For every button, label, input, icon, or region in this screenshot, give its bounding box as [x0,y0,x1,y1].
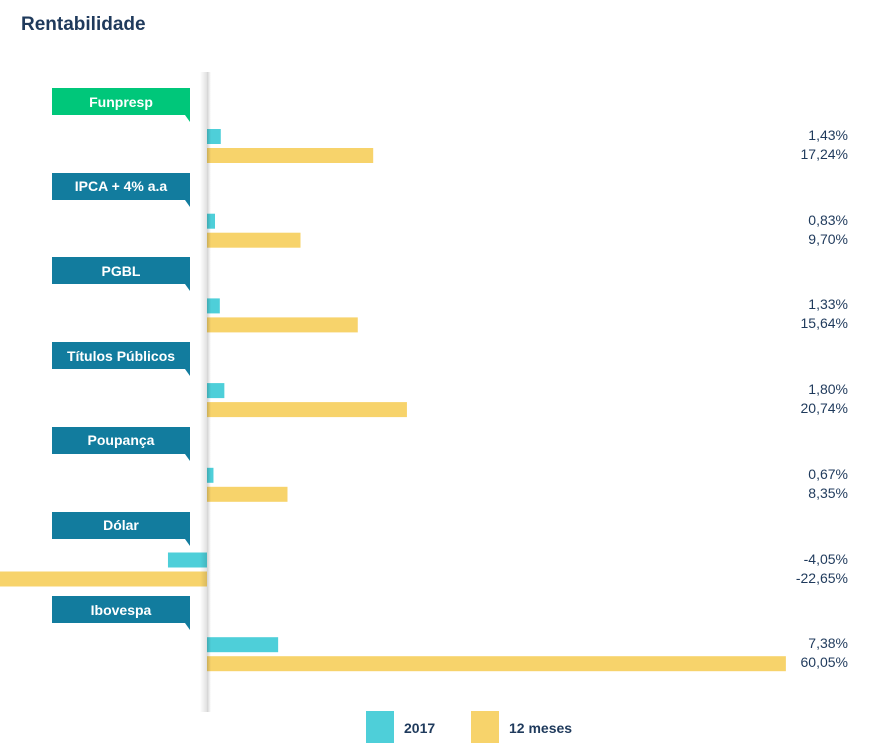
bar-funpresp-2017 [207,129,221,144]
bar-dolar-2017 [167,552,207,568]
page-title: Rentabilidade [21,14,146,35]
category-tag-tail-poupanca [185,453,190,461]
category-tag-tail-ibovespa [185,623,190,631]
category-tag-tail-funpresp [185,115,190,122]
category-tag-poupanca: Poupança [52,426,190,454]
legend-label-12-meses: 12 meses [509,720,573,736]
value-label-ipca-4-a-a-2017: 0,83% [808,211,848,228]
category-tag-tail-titulos-publicos [185,369,190,377]
category-tag-tail-ipca-4-a-a [185,199,190,207]
bar-poupanca-2017 [207,467,214,483]
category-tag-tail-pgbl [185,284,190,292]
category-tag-tail-dolar [185,538,190,546]
category-tag-ibovespa: Ibovespa [52,596,190,624]
legend-label-2017: 2017 [404,720,436,736]
bar-ipca-4-a-a-2017 [207,213,216,229]
value-label-pgbl-12-meses: 15,64% [800,315,848,332]
axis-shadow-left [200,72,207,712]
legend: 2017 12 meses [0,711,879,743]
value-label-ibovespa-2017: 7,38% [808,635,848,652]
category-tag-ipca-4-a-a: IPCA + 4% a.a [52,172,190,200]
category-tag-dolar: Dólar [52,511,190,539]
bar-pgbl-2017 [207,298,220,314]
bar-dolar-12-meses [0,571,207,587]
value-label-pgbl-2017: 1,33% [808,296,848,313]
category-tag-pgbl: PGBL [52,257,190,285]
value-label-dolar-2017: -4,05% [803,550,848,567]
bar-funpresp-12-meses [207,148,374,163]
value-label-ipca-4-a-a-12-meses: 9,70% [808,230,848,247]
bar-ibovespa-2017 [207,637,279,653]
value-label-poupanca-12-meses: 8,35% [808,484,848,501]
legend-swatch-2017 [366,711,394,743]
category-tag-titulos-publicos: Títulos Públicos [52,342,190,370]
bar-ibovespa-12-meses [207,656,786,672]
value-label-ibovespa-12-meses: 60,05% [800,654,848,671]
axis-line [207,72,211,712]
bar-pgbl-12-meses [207,317,358,333]
value-label-dolar-12-meses: -22,65% [795,569,848,586]
value-label-titulos-publicos-12-meses: 20,74% [800,400,848,417]
bar-titulos-publicos-12-meses [207,402,407,418]
bar-poupanca-12-meses [207,486,288,502]
bar-ipca-4-a-a-12-meses [207,232,301,248]
legend-swatch-12-meses [471,711,499,743]
value-label-funpresp-12-meses: 17,24% [800,146,848,162]
value-label-funpresp-2017: 1,43% [808,127,848,143]
category-tag-funpresp: Funpresp [52,88,190,115]
bar-titulos-publicos-2017 [207,383,225,399]
value-label-titulos-publicos-2017: 1,80% [808,381,848,398]
value-label-poupanca-2017: 0,67% [808,465,848,482]
